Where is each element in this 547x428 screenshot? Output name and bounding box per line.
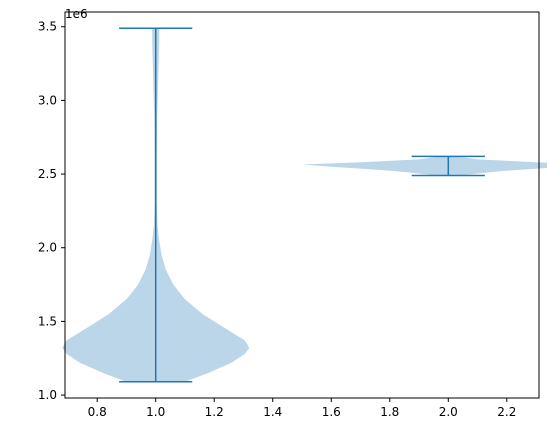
x-tick-label: 1.6 (322, 405, 341, 419)
violin-body-2 (302, 156, 547, 176)
y-axis: 1.0 1.5 2.0 2.5 3.0 3.5 (38, 20, 65, 402)
x-tick-label: 1.2 (205, 405, 224, 419)
x-tick-label: 1.4 (263, 405, 282, 419)
y-tick-label: 1.0 (38, 388, 57, 402)
y-tick-label: 3.5 (38, 20, 57, 34)
y-tick-label: 1.5 (38, 314, 57, 328)
y-tick-label: 2.0 (38, 241, 57, 255)
x-tick-label: 2.2 (497, 405, 516, 419)
x-tick-label: 2.0 (439, 405, 458, 419)
y-offset-label: 1e6 (65, 7, 88, 21)
y-tick-label: 2.5 (38, 167, 57, 181)
x-tick-label: 1.0 (146, 405, 165, 419)
x-axis: 0.8 1.0 1.2 1.4 1.6 1.8 2.0 2.2 (88, 398, 516, 419)
violin-layer (62, 27, 547, 383)
y-tick-label: 3.0 (38, 93, 57, 107)
x-tick-label: 1.8 (380, 405, 399, 419)
x-tick-label: 0.8 (88, 405, 107, 419)
plot-frame (64, 11, 540, 399)
